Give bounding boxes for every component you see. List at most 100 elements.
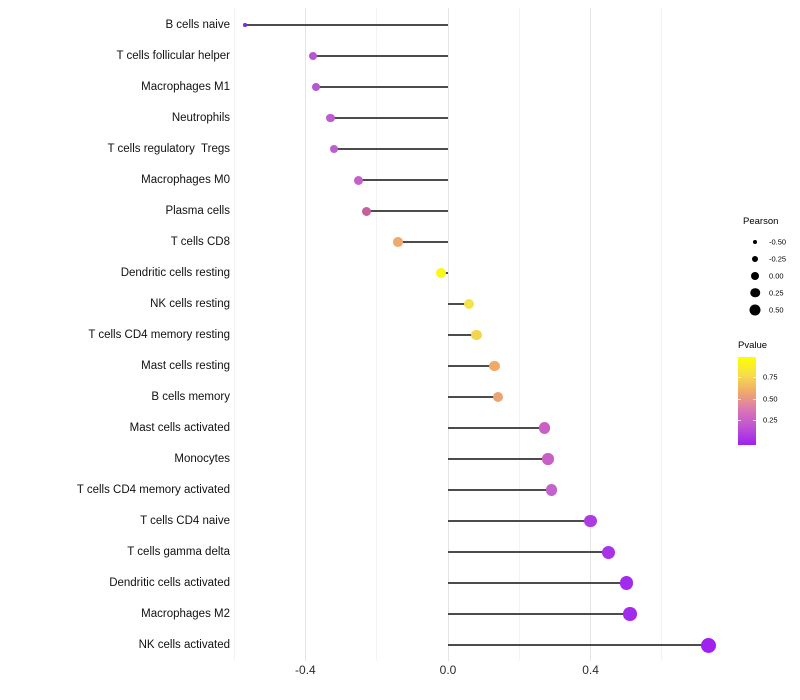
- pvalue-gradient-tick: [753, 377, 756, 378]
- pearson-legend-label: 0.00: [769, 271, 784, 280]
- y-axis-label: T cells CD4 naive: [140, 515, 230, 527]
- pearson-legend-label: 0.50: [769, 305, 784, 314]
- pearson-legend-entry: 0.25: [737, 284, 799, 301]
- minor-gridline: [376, 8, 378, 661]
- lollipop-segment: [333, 148, 448, 150]
- pearson-legend-dot: [751, 271, 759, 280]
- lollipop-dot: [393, 237, 403, 247]
- lollipop-segment: [448, 551, 609, 553]
- pearson-size-legend: Pearson -0.50 -0.25 0.00 0.25 0.50: [737, 216, 799, 318]
- pearson-legend-label: -0.25: [769, 254, 787, 263]
- y-axis-label: T cells gamma delta: [127, 546, 230, 558]
- lollipop-dot: [354, 175, 364, 185]
- y-axis-label: Dendritic cells resting: [120, 267, 230, 279]
- lollipop-segment: [448, 334, 477, 336]
- lollipop-segment: [448, 644, 709, 646]
- lollipop-segment: [448, 365, 495, 367]
- y-axis-label: Mast cells activated: [129, 422, 230, 434]
- pearson-legend-label: -0.50: [769, 237, 787, 246]
- lollipop-segment: [448, 427, 545, 429]
- x-axis-tick-label: 0.4: [582, 663, 599, 677]
- pvalue-gradient-tick: [738, 377, 741, 378]
- pearson-legend-title: Pearson: [743, 216, 779, 227]
- pvalue-gradient-tick: [753, 420, 756, 421]
- lollipop-segment: [448, 303, 470, 305]
- x-axis-tick-label: -0.4: [295, 663, 316, 677]
- pearson-legend-dot: [750, 287, 760, 298]
- y-axis-label: B cells memory: [151, 391, 230, 403]
- lollipop-dot: [329, 144, 339, 154]
- major-gridline: [590, 8, 592, 661]
- lollipop-segment: [244, 24, 448, 26]
- minor-gridline: [518, 8, 520, 661]
- lollipop-segment: [312, 55, 448, 57]
- lollipop-dot: [243, 23, 247, 27]
- lollipop-segment: [448, 582, 627, 584]
- lollipop-dot: [308, 52, 317, 60]
- y-axis-label: NK cells activated: [138, 639, 230, 651]
- pearson-legend-label: 0.25: [769, 288, 784, 297]
- pearson-legend-entry: 0.00: [737, 267, 799, 284]
- pvalue-legend-label: 0.75: [763, 372, 778, 382]
- pvalue-gradient-tick: [753, 399, 756, 400]
- lollipop-dot: [489, 360, 500, 372]
- pvalue-legend-title: Pvalue: [738, 340, 768, 351]
- major-gridline: [304, 8, 306, 661]
- y-axis-label: T cells CD4 memory activated: [76, 484, 230, 496]
- y-axis-label: Neutrophils: [171, 112, 230, 124]
- pvalue-legend-label: 0.50: [763, 394, 778, 404]
- lollipop-dot: [326, 113, 335, 123]
- lollipop-dot: [471, 329, 482, 341]
- lollipop-dot: [545, 484, 558, 496]
- y-axis-label: T cells follicular helper: [116, 50, 230, 62]
- y-axis-label: Macrophages M0: [141, 174, 230, 186]
- y-axis-label: Dendritic cells activated: [109, 577, 230, 589]
- lollipop-segment: [366, 210, 448, 212]
- lollipop-dot: [492, 391, 504, 403]
- y-axis-label: NK cells resting: [150, 298, 230, 310]
- y-axis-label: Macrophages M2: [141, 608, 230, 620]
- lollipop-dot: [435, 268, 446, 278]
- pvalue-gradient-wrap: 0.75 0.50 0.25: [738, 357, 800, 445]
- y-axis-label: T cells CD4 memory resting: [88, 329, 230, 341]
- minor-gridline: [661, 8, 663, 661]
- pearson-legend-dot: [753, 239, 757, 244]
- lollipop-dot: [623, 607, 637, 621]
- lollipop-segment: [448, 489, 552, 491]
- pearson-legend-dot: [749, 304, 761, 315]
- lollipop-segment: [398, 241, 448, 243]
- lollipop-dot: [619, 576, 633, 590]
- y-axis-label: Monocytes: [174, 453, 230, 465]
- lollipop-segment: [448, 613, 630, 615]
- y-axis-label: Mast cells resting: [141, 360, 230, 372]
- x-axis-tick-label: 0.0: [439, 663, 457, 677]
- lollipop-dot: [361, 206, 371, 216]
- lollipop-segment: [448, 520, 591, 522]
- pearson-legend-entries: -0.50 -0.25 0.00 0.25 0.50: [737, 233, 799, 318]
- pvalue-legend-label: 0.25: [763, 415, 778, 425]
- pearson-legend-entry: -0.50: [737, 233, 799, 250]
- y-axis-label: B cells naive: [165, 19, 230, 31]
- pvalue-gradient-tick: [738, 399, 741, 400]
- lollipop-segment: [358, 179, 448, 181]
- lollipop-dot: [700, 637, 716, 653]
- y-axis-label: Macrophages M1: [141, 81, 230, 93]
- pvalue-gradient-bar: [738, 357, 756, 445]
- lollipop-dot: [538, 422, 550, 434]
- y-axis-label: T cells CD8: [170, 236, 230, 248]
- minor-gridline: [233, 8, 235, 661]
- lollipop-segment: [448, 458, 548, 460]
- pvalue-color-legend: Pvalue 0.75 0.50 0.25: [738, 340, 800, 445]
- y-axis-label: T cells regulatory Tregs: [107, 143, 230, 155]
- lollipop-segment: [448, 396, 498, 398]
- lollipop-segment: [330, 117, 448, 119]
- lollipop-dot: [464, 299, 475, 309]
- pearson-legend-entry: 0.50: [737, 301, 799, 318]
- lollipop-dot: [312, 83, 321, 91]
- pearson-legend-dot: [752, 255, 758, 262]
- lollipop-segment: [316, 86, 448, 88]
- y-axis-label: Plasma cells: [165, 205, 230, 217]
- lollipop-dot: [601, 545, 615, 559]
- pvalue-gradient-tick: [738, 420, 741, 421]
